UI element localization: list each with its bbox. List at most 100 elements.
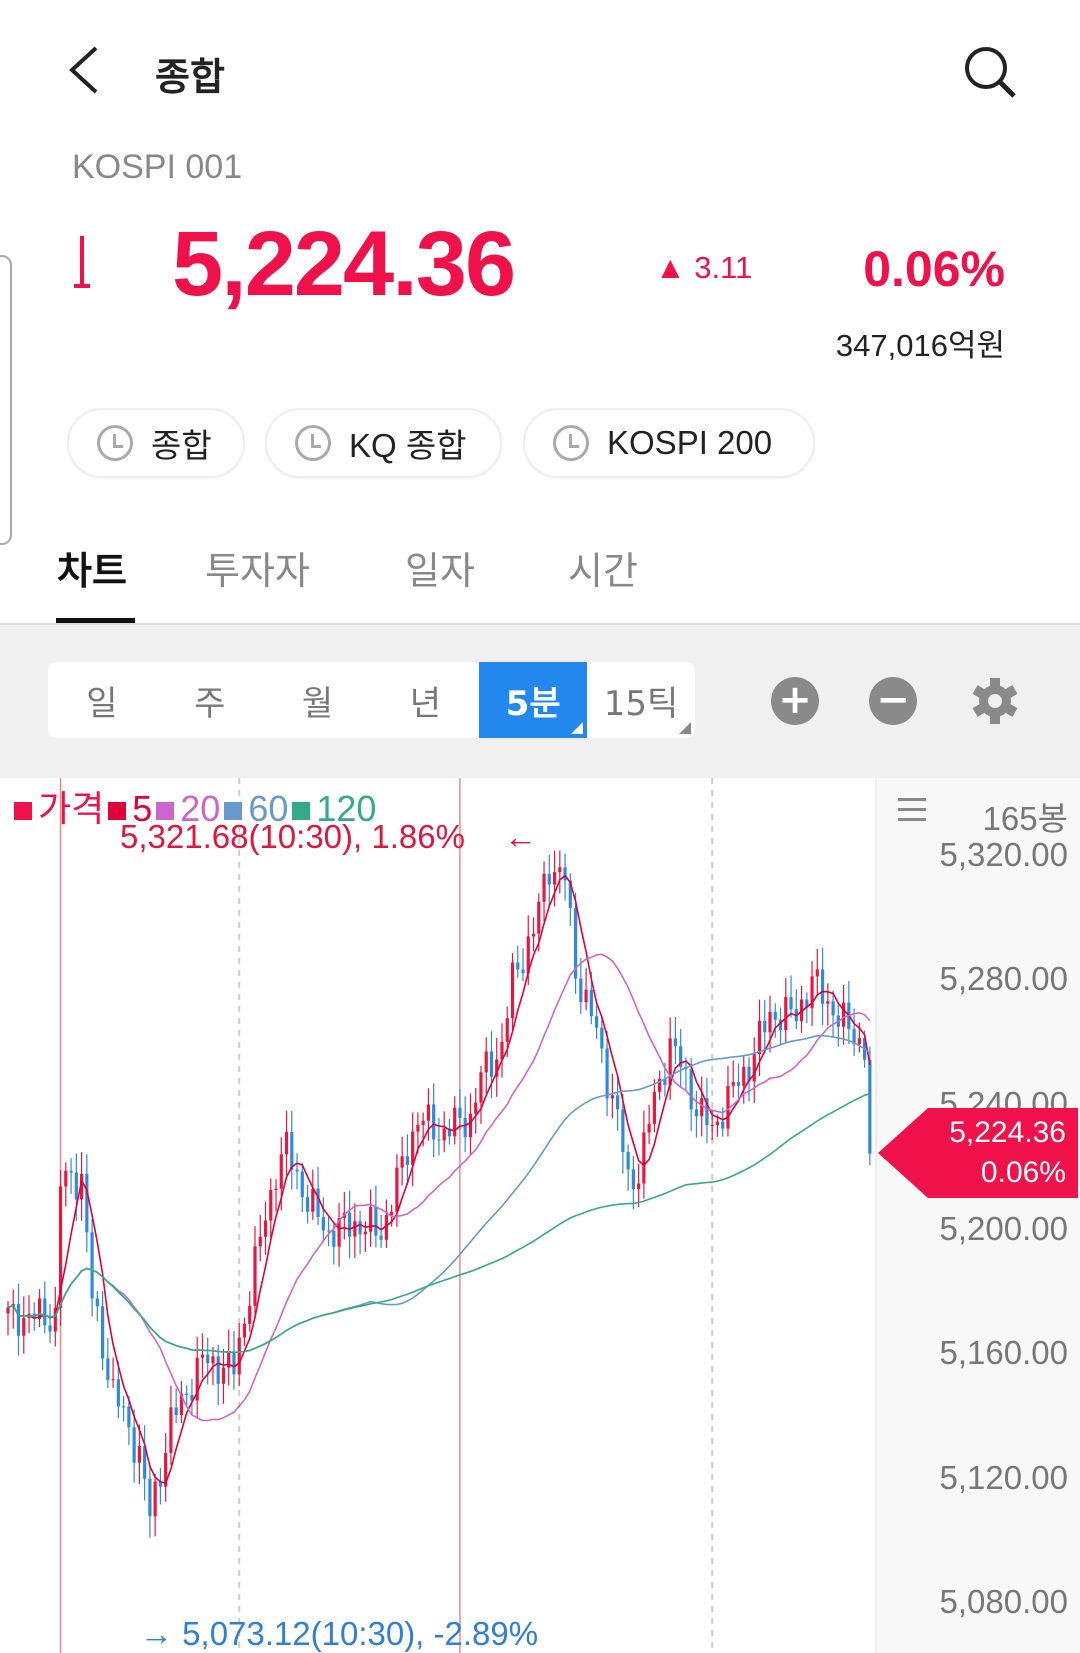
period-week[interactable]: 주 xyxy=(194,683,226,724)
zoom-out-button[interactable]: − xyxy=(869,677,917,725)
chip-kq[interactable]: KQ 종합 xyxy=(265,408,502,478)
candle-body xyxy=(521,969,525,974)
candle-body xyxy=(474,1102,478,1114)
candle-body xyxy=(726,1085,730,1129)
candle-body xyxy=(773,1011,777,1020)
candle-body xyxy=(374,1207,378,1236)
zoom-in-button[interactable]: + xyxy=(771,677,819,725)
candle-body xyxy=(616,1095,620,1110)
legend-item: 120 xyxy=(292,788,376,829)
candle-body xyxy=(542,873,546,902)
index-code: KOSPI 001 xyxy=(72,148,243,186)
y-tick-label: 5,200.00 xyxy=(939,1209,1068,1247)
candle-body xyxy=(85,1173,89,1233)
search-button[interactable] xyxy=(962,44,1018,100)
candle-body xyxy=(6,1307,10,1314)
candlestick-chart[interactable] xyxy=(0,778,875,1653)
candle-body xyxy=(673,1038,678,1047)
candle-body xyxy=(22,1318,26,1336)
candle-body xyxy=(568,880,572,908)
chip-label: KQ 종합 xyxy=(349,427,467,464)
price-axis[interactable] xyxy=(875,778,1080,1653)
candle-body xyxy=(605,1048,609,1099)
arrow-down-icon xyxy=(72,236,92,296)
candle-body xyxy=(589,989,593,1017)
candle-body xyxy=(579,978,583,1003)
candle-body xyxy=(621,1109,625,1152)
legend-item: 60 xyxy=(224,788,288,829)
low-label: → 5,073.12(10:30), -2.89% xyxy=(140,1615,539,1652)
candle-body xyxy=(185,1393,189,1395)
candle-body xyxy=(211,1356,215,1364)
candle-body xyxy=(484,1051,488,1073)
candle-body xyxy=(610,1095,614,1099)
period-5min[interactable]: 5분 xyxy=(479,662,588,738)
candle-body xyxy=(258,1236,262,1247)
candle-body xyxy=(820,969,825,1004)
period-year[interactable]: 년 xyxy=(409,683,442,724)
candle-body xyxy=(232,1351,236,1375)
chip-kospi[interactable]: 종합 xyxy=(67,408,245,478)
candle-body xyxy=(295,1169,299,1172)
candle-body xyxy=(132,1427,136,1463)
candle-body xyxy=(495,1059,499,1077)
candle-body xyxy=(831,1001,835,1016)
candle-body xyxy=(16,1303,21,1336)
candle-body xyxy=(269,1189,273,1221)
candle-body xyxy=(90,1232,94,1299)
tab-chart[interactable]: 차트 xyxy=(57,549,127,593)
settings-button[interactable] xyxy=(970,676,1020,730)
candle-body xyxy=(111,1379,115,1381)
page-title: 종합 xyxy=(155,55,225,99)
period-month[interactable]: 월 xyxy=(301,683,334,724)
chip-kospi200[interactable]: KOSPI 200 xyxy=(523,408,815,478)
back-button[interactable] xyxy=(62,42,112,98)
ma-5-line xyxy=(7,874,871,1485)
candle-body xyxy=(384,1214,388,1240)
candle-body xyxy=(721,1121,725,1129)
period-15tick[interactable]: 15틱 xyxy=(587,662,695,738)
candle-body xyxy=(600,1027,604,1049)
candle-body xyxy=(731,1082,735,1086)
candle-body xyxy=(810,976,814,1009)
candle-body xyxy=(164,1452,168,1487)
ma-60-line xyxy=(7,1034,871,1354)
candle-body xyxy=(137,1446,141,1463)
candle-body xyxy=(558,867,562,873)
candle-body xyxy=(363,1231,367,1235)
y-tick-label: 5,080.00 xyxy=(939,1583,1068,1621)
ma-120-line xyxy=(7,1092,871,1354)
candle-body xyxy=(700,1098,704,1117)
candle-body xyxy=(64,1170,68,1187)
candle-body xyxy=(37,1298,42,1319)
gear-icon xyxy=(972,678,1018,724)
candle-body xyxy=(321,1217,325,1231)
trade-amount: 347,016억원 xyxy=(835,328,1005,363)
chart-legend: 가격 5 20 60 120 xyxy=(14,780,380,832)
candle-body xyxy=(642,1132,646,1184)
candle-body xyxy=(53,1307,57,1332)
chip-label: KOSPI 200 xyxy=(607,424,773,461)
candle-body xyxy=(584,989,588,1003)
candle-body xyxy=(742,1066,746,1086)
candle-body xyxy=(637,1183,641,1190)
candle-body xyxy=(122,1406,126,1408)
clock-icon xyxy=(97,425,133,461)
search-icon xyxy=(965,47,1016,98)
candle-body xyxy=(174,1407,178,1416)
menu-icon[interactable] xyxy=(898,798,926,821)
tab-time[interactable]: 시간 xyxy=(568,549,638,593)
candle-body xyxy=(284,1132,289,1155)
candle-body xyxy=(757,1020,762,1055)
candle-body xyxy=(763,1020,767,1033)
candle-body xyxy=(43,1298,47,1326)
candle-body xyxy=(857,1038,861,1045)
candle-body xyxy=(689,1069,693,1110)
tab-underline xyxy=(56,618,135,624)
side-panel-edge[interactable] xyxy=(0,255,12,545)
candle-body xyxy=(563,867,567,881)
tab-investor[interactable]: 투자자 xyxy=(205,549,310,593)
tab-daily[interactable]: 일자 xyxy=(405,549,475,593)
period-day[interactable]: 일 xyxy=(86,683,118,724)
candle-body xyxy=(395,1167,399,1212)
